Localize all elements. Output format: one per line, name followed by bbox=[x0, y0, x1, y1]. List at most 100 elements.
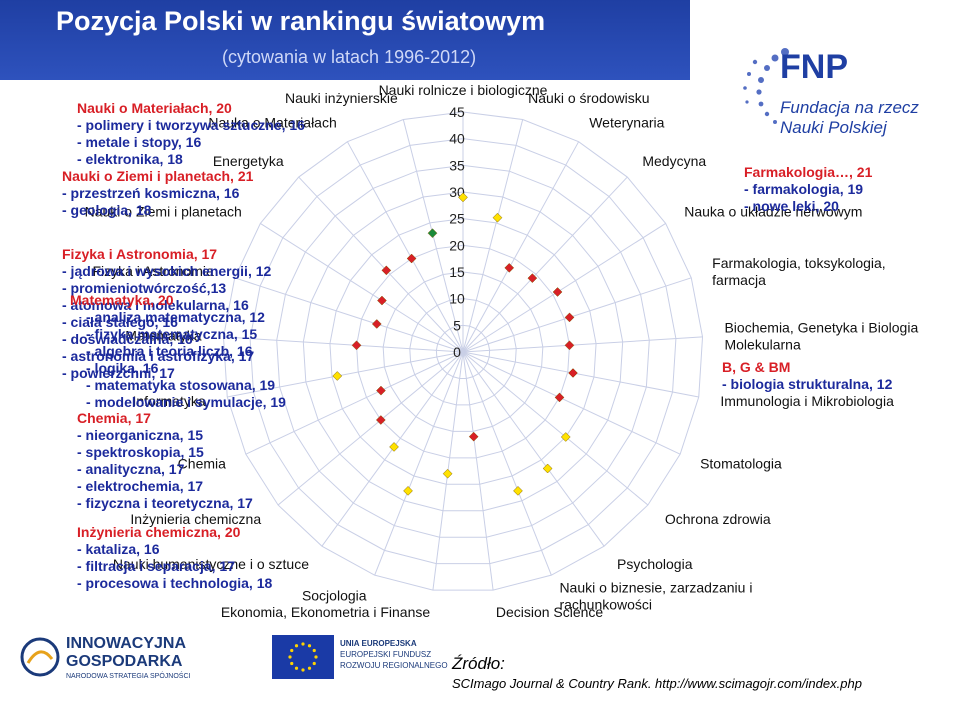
axis-label: Nauka o Materiałach bbox=[208, 114, 336, 130]
grid-spoke bbox=[462, 351, 649, 506]
annotation-item: - doświadczalna, 16 bbox=[62, 331, 193, 347]
data-marker bbox=[381, 265, 392, 276]
data-marker bbox=[406, 253, 417, 264]
data-marker bbox=[458, 192, 468, 203]
axis-label: Nauki o Ziemi i planetach bbox=[85, 204, 242, 220]
annotation-head: Nauki o Materiałach, 20 bbox=[77, 100, 232, 116]
title-banner bbox=[0, 0, 690, 80]
annotation-item: - promieniotwórczość,13 bbox=[62, 280, 227, 296]
fnp-logo-mark-icon bbox=[743, 48, 789, 124]
grid-spoke bbox=[227, 351, 464, 398]
tick-label: 35 bbox=[449, 157, 465, 173]
ig-line2: GOSPODARKA bbox=[66, 653, 183, 670]
grid-ring bbox=[435, 324, 491, 379]
annotation-item: - kataliza, 16 bbox=[77, 541, 160, 557]
data-marker bbox=[513, 485, 523, 496]
grid-spoke bbox=[462, 351, 494, 591]
annotation-head: Chemia, 17 bbox=[77, 410, 151, 426]
tick-label: 15 bbox=[449, 264, 465, 280]
axis-label: Matematyka bbox=[125, 328, 201, 344]
data-marker bbox=[427, 228, 438, 239]
axis-label: rachunkowości bbox=[559, 597, 652, 613]
grid-spoke bbox=[277, 351, 464, 506]
annotation-item: - farmakologia, 19 bbox=[744, 181, 864, 197]
annotation-head: Fizyka i Astronomia, 17 bbox=[62, 246, 218, 262]
grid-ring bbox=[222, 111, 704, 591]
ig-line1: INNOWACYJNA bbox=[66, 635, 187, 652]
axis-label: Farmakologia, toksykologia, bbox=[712, 255, 886, 271]
annotation-earth: Nauki o Ziemi i planetach, 21 - przestrz… bbox=[62, 168, 253, 219]
grid-ring bbox=[276, 164, 650, 538]
data-marker bbox=[542, 463, 553, 474]
eu-star-icon bbox=[294, 644, 299, 648]
axis-label: Nauki humanistyczne i o sztuce bbox=[113, 556, 309, 572]
axis-label: Immunologia i Mikrobiologia bbox=[720, 393, 894, 409]
annotation-item: - logika, 16 bbox=[86, 360, 159, 376]
eu-line2: EUROPEJSKI FUNDUSZ bbox=[340, 650, 432, 659]
annotation-item: - ciała stałego, 16 bbox=[62, 314, 178, 330]
axis-label: Nauki inżynierskie bbox=[285, 90, 398, 106]
axis-label: Socjologia bbox=[302, 588, 367, 604]
annotation-item: - jądrowa i wysokich energii, 12 bbox=[62, 263, 272, 279]
annotation-item: - analiza matematyczna, 12 bbox=[86, 309, 265, 325]
radar-grid bbox=[222, 111, 704, 591]
data-marker bbox=[332, 371, 343, 381]
fnp-logo-line1: Fundacja na rzecz bbox=[780, 98, 919, 117]
annotation-item: - astronomia i astrofizyka, 17 bbox=[62, 348, 255, 364]
annotation-head: Matematyka, 20 bbox=[70, 292, 174, 308]
eu-star-icon bbox=[307, 644, 312, 648]
annotation-pharma: Farmakologia…, 21 - farmakologia, 19 - n… bbox=[744, 164, 872, 215]
annotation-head: Farmakologia…, 21 bbox=[744, 164, 873, 180]
grid-spoke bbox=[223, 336, 464, 353]
grid-spoke bbox=[462, 141, 580, 353]
fnp-logo-text: FNP bbox=[780, 48, 848, 86]
data-markers bbox=[332, 192, 578, 496]
data-marker bbox=[554, 392, 565, 403]
fnp-logo-line2: Nauki Polskiej bbox=[780, 118, 887, 137]
ig-line3: NARODOWA STRATEGIA SPÓJNOŚCI bbox=[66, 673, 191, 680]
annotation-item: - nieorganiczna, 15 bbox=[77, 427, 204, 443]
grid-spoke bbox=[374, 351, 464, 576]
annotation-bgbm: B, G & BM - biologia strukturalna, 12 bbox=[722, 359, 892, 393]
annotation-item: - polimery i tworzywa sztuczne, 16 bbox=[77, 117, 305, 133]
grid-ring bbox=[382, 271, 544, 432]
axis-label: Medycyna bbox=[642, 153, 706, 169]
grid-spoke bbox=[462, 351, 699, 398]
grid-spoke bbox=[462, 351, 681, 455]
data-marker bbox=[371, 319, 382, 329]
tick-label: 5 bbox=[453, 317, 461, 333]
data-marker bbox=[552, 287, 563, 297]
data-marker bbox=[376, 385, 386, 396]
eu-star-icon bbox=[290, 648, 294, 653]
annotation-item: - atomowa i molekularna, 16 bbox=[62, 297, 249, 313]
annotation-chemistry: Chemia, 17 - nieorganiczna, 15 - spektro… bbox=[77, 410, 253, 512]
grid-spoke bbox=[462, 222, 666, 353]
eu-star-icon bbox=[312, 648, 316, 653]
axis-label: Fizyka i Astronomia bbox=[92, 263, 214, 279]
source-text: SCImago Journal & Country Rank. http://w… bbox=[452, 676, 862, 691]
annotation-item: - modelowanie i symulacje, 19 bbox=[86, 394, 286, 410]
annotation-item: - algebra i teoria liczb, 16 bbox=[86, 343, 253, 359]
eu-line3: ROZWOJU REGIONALNEGO bbox=[340, 661, 448, 670]
eu-star-icon bbox=[301, 668, 305, 672]
tick-label: 40 bbox=[449, 131, 465, 147]
innowacyjna-gospodarka-icon bbox=[20, 637, 60, 677]
annotation-chemeng: Inżynieria chemiczna, 20 - kataliza, 16 … bbox=[77, 524, 272, 592]
innowacyjna-gospodarka-logo: INNOWACYJNA GOSPODARKA NARODOWA STRATEGI… bbox=[20, 633, 200, 693]
data-marker bbox=[442, 468, 453, 479]
eu-star-icon bbox=[314, 655, 318, 659]
axis-label: farmacja bbox=[712, 272, 766, 288]
grid-spoke bbox=[462, 119, 524, 353]
annotation-item: - metale i stopy, 16 bbox=[77, 134, 202, 150]
tick-label: 45 bbox=[449, 104, 465, 120]
data-marker bbox=[560, 432, 571, 442]
grid-ring bbox=[409, 298, 517, 406]
grid-ring bbox=[329, 218, 597, 485]
axis-label: Nauka o układzie nerwowym bbox=[684, 204, 862, 220]
annotation-math: Matematyka, 20 - analiza matematyczna, 1… bbox=[70, 292, 286, 411]
grid-ring bbox=[249, 138, 677, 565]
grid-spoke bbox=[462, 336, 703, 353]
axis-label: Chemia bbox=[178, 456, 226, 472]
source-label: Źródło: bbox=[452, 654, 505, 673]
